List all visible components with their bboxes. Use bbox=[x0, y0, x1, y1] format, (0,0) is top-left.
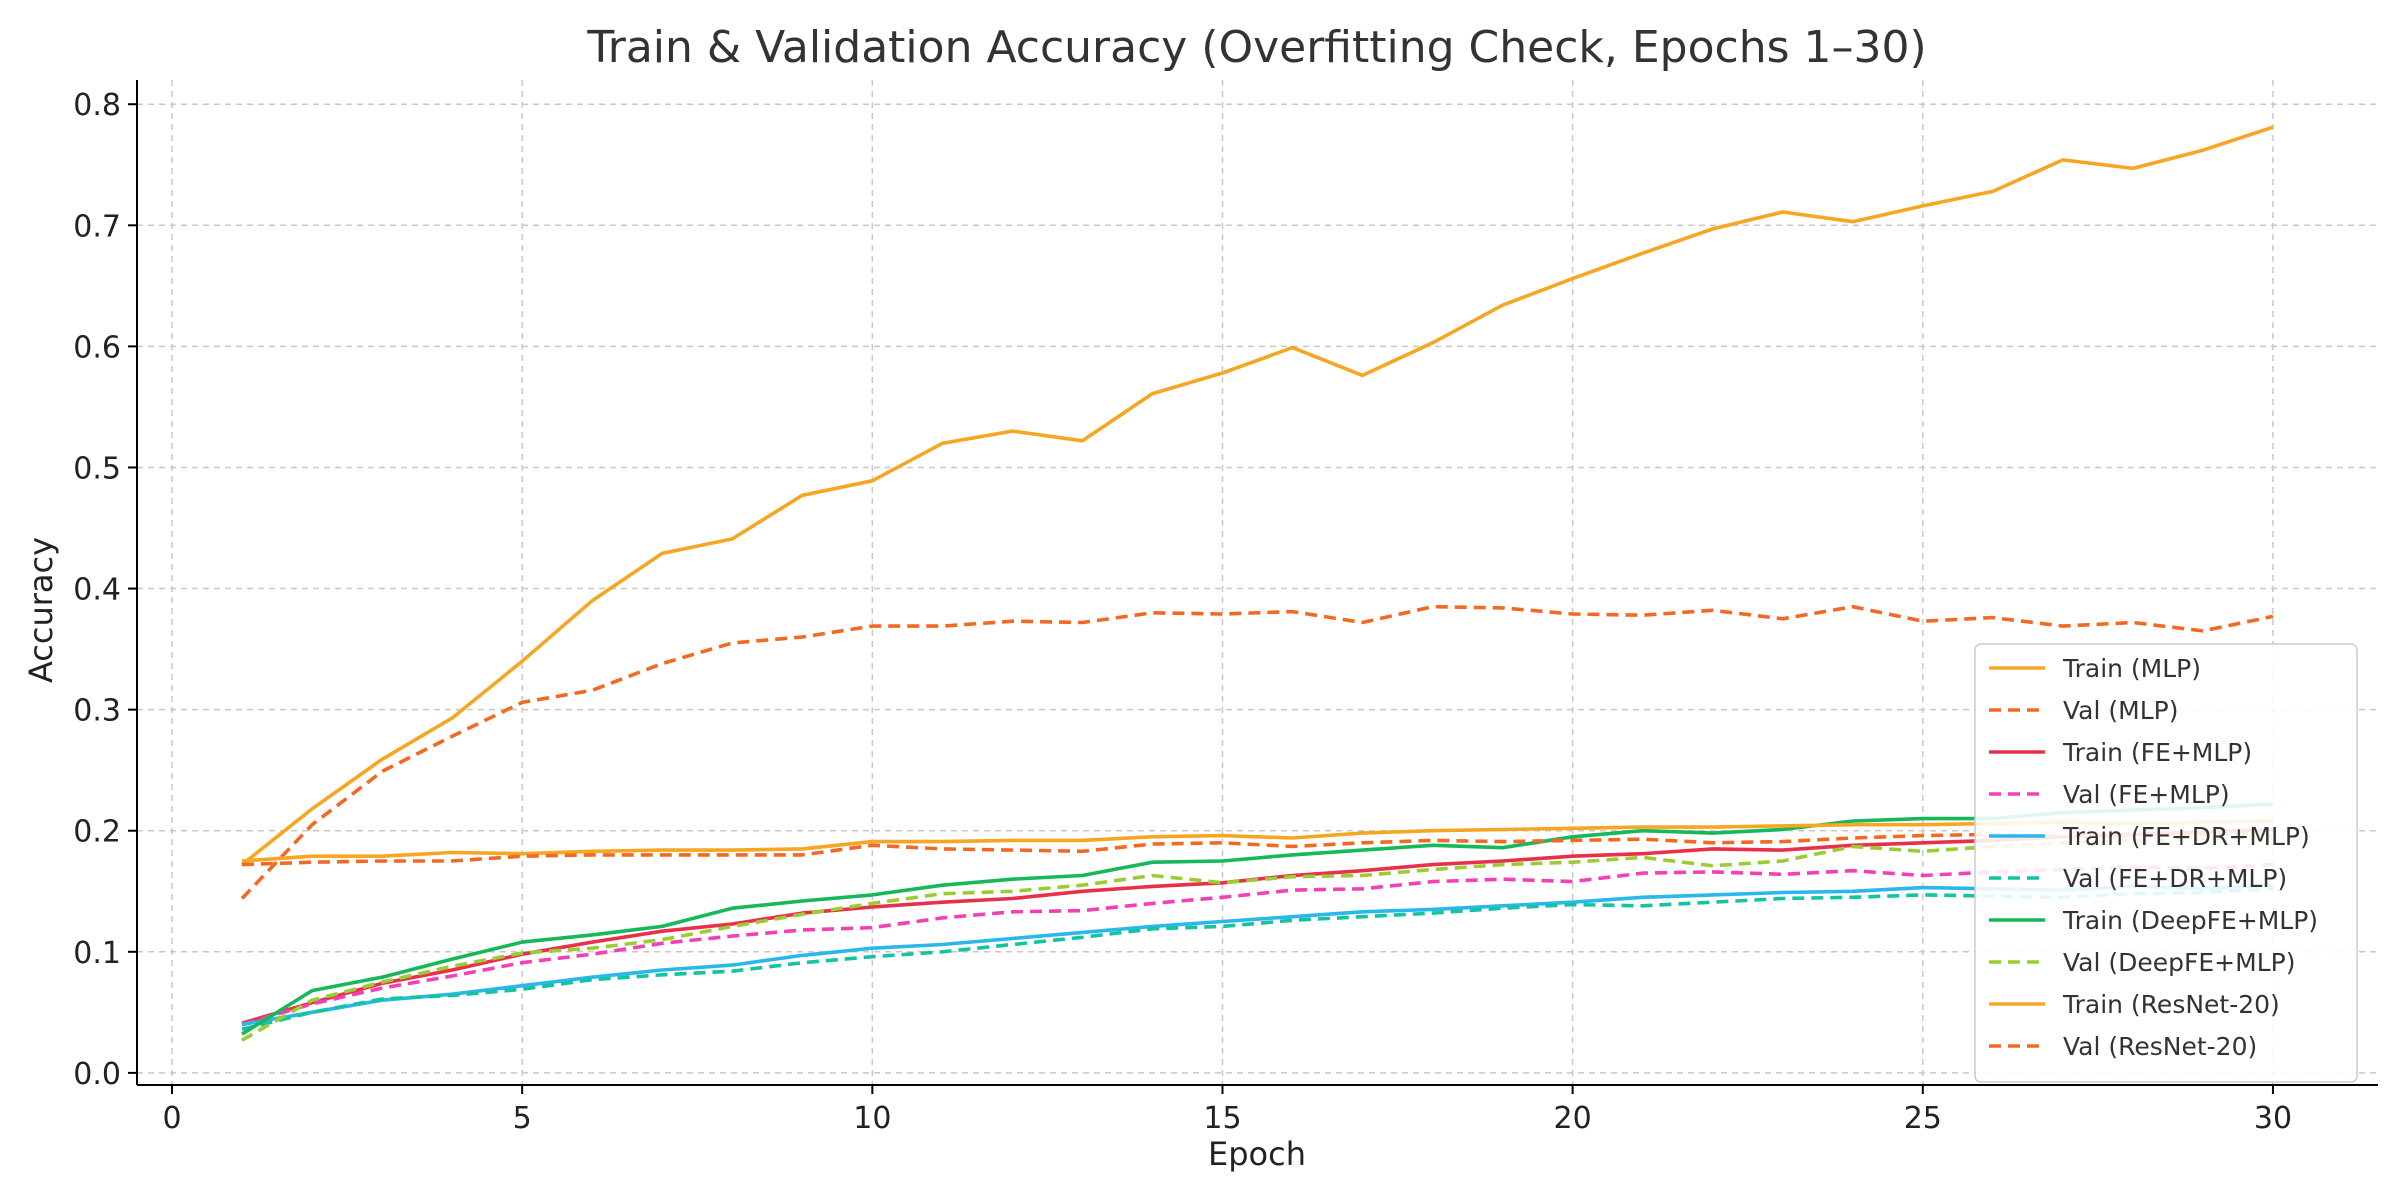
series-line bbox=[241, 862, 2274, 1027]
y-tick-label: 0.5 bbox=[73, 451, 121, 486]
series-line bbox=[241, 802, 2274, 1036]
series-line bbox=[240, 604, 2274, 900]
x-tick-label: 25 bbox=[1904, 1101, 1942, 1136]
series-line bbox=[241, 819, 2274, 863]
series-line bbox=[241, 833, 2274, 1042]
legend-box bbox=[1974, 643, 2358, 1083]
y-tick-label: 0.1 bbox=[73, 936, 121, 971]
x-axis-label: Epoch bbox=[1208, 1135, 1306, 1173]
legend-label: Train (MLP) bbox=[2062, 654, 2201, 683]
chart-title: Train & Validation Accuracy (Overfitting… bbox=[586, 22, 1926, 73]
series-line bbox=[241, 831, 2274, 867]
x-tick-label: 10 bbox=[853, 1101, 891, 1136]
legend-label: Train (FE+MLP) bbox=[2062, 738, 2252, 767]
axes bbox=[128, 80, 2378, 1094]
y-tick-label: 0.4 bbox=[73, 573, 121, 608]
series-line bbox=[241, 887, 2274, 1032]
legend-label: Val (MLP) bbox=[2063, 696, 2178, 725]
y-tick-label: 0.6 bbox=[73, 330, 121, 365]
y-tick-label: 0.7 bbox=[73, 209, 121, 244]
y-axis-label: Accuracy bbox=[22, 537, 60, 683]
legend-label: Val (DeepFE+MLP) bbox=[2063, 948, 2295, 977]
x-tick-label: 15 bbox=[1203, 1101, 1241, 1136]
legend-label: Train (ResNet-20) bbox=[2062, 990, 2280, 1019]
legend-label: Val (ResNet-20) bbox=[2063, 1032, 2257, 1061]
series-line bbox=[241, 883, 2274, 1027]
legend-label: Train (FE+DR+MLP) bbox=[2062, 822, 2310, 851]
x-tick-label: 5 bbox=[513, 1101, 532, 1136]
x-tick-label: 30 bbox=[2254, 1101, 2292, 1136]
series-line bbox=[240, 125, 2274, 867]
tick-labels: 0 5 10 15 20 25 30 0.0 0.1 0.2 0.3 0.4 0.5 0.6 0.7 0.8 bbox=[73, 88, 2292, 1136]
legend: Train (MLP) Val (MLP) Train (FE+MLP) Val (F… bbox=[1974, 643, 2358, 1083]
legend-label: Val (FE+MLP) bbox=[2063, 780, 2230, 809]
x-tick-label: 0 bbox=[162, 1101, 181, 1136]
y-tick-label: 0.0 bbox=[73, 1057, 121, 1092]
legend-label: Val (FE+DR+MLP) bbox=[2063, 864, 2287, 893]
y-tick-label: 0.2 bbox=[73, 815, 121, 850]
y-tick-label: 0.8 bbox=[73, 88, 121, 123]
series-lines bbox=[240, 125, 2274, 1042]
x-tick-label: 20 bbox=[1554, 1101, 1592, 1136]
y-tick-label: 0.3 bbox=[73, 694, 121, 729]
legend-label: Train (DeepFE+MLP) bbox=[2062, 906, 2318, 935]
